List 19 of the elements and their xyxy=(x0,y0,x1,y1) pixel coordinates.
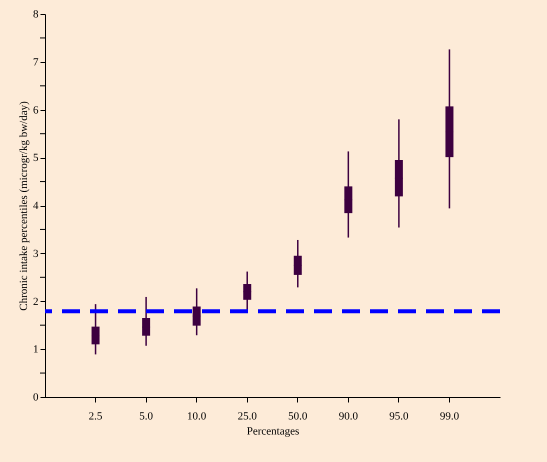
x-tick-label: 95.0 xyxy=(389,410,410,422)
y-tick-label: 2 xyxy=(33,296,38,308)
y-tick-label: 8 xyxy=(33,8,39,20)
y-tick-label: 6 xyxy=(33,104,39,116)
x-tick-label: 2.5 xyxy=(88,410,103,422)
x-tick-label: 10.0 xyxy=(187,410,207,422)
y-tick-label: 5 xyxy=(33,152,39,164)
x-tick-label: 25.0 xyxy=(238,410,258,422)
x-tick-label: 99.0 xyxy=(440,410,460,422)
y-tick-label: 0 xyxy=(33,392,39,404)
x-tick-label: 50.0 xyxy=(288,410,308,422)
x-tick-label: 90.0 xyxy=(338,410,358,422)
y-tick-label: 1 xyxy=(33,344,38,356)
y-tick-label: 4 xyxy=(33,200,39,212)
y-tick-label: 3 xyxy=(33,248,39,260)
y-axis-title: Chronic intake percentiles (microgr/kg bw/day) xyxy=(18,100,30,311)
x-tick-label: 5.0 xyxy=(139,410,154,422)
y-tick-label: 7 xyxy=(33,56,39,68)
x-axis-title: Percentages xyxy=(246,426,300,438)
